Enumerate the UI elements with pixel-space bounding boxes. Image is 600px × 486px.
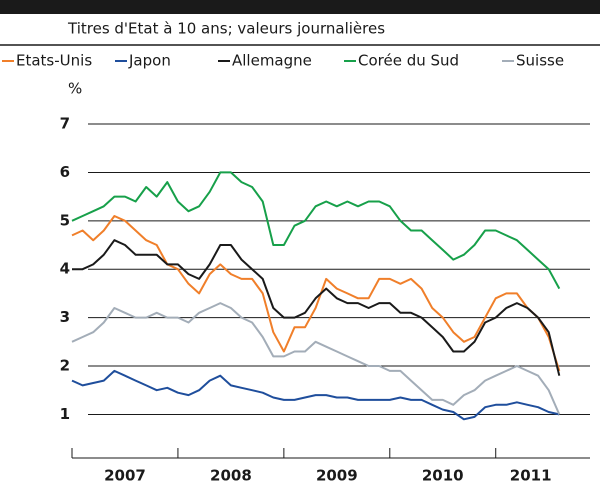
series-line (71, 302, 561, 415)
legend-label: Etats-Unis (16, 52, 92, 70)
header-bar (0, 0, 600, 14)
x-tick-label: 2007 (104, 467, 146, 485)
legend-label: Corée du Sud (358, 52, 459, 70)
x-tick-label: 2009 (316, 467, 358, 485)
y-tick-label: 3 (60, 308, 70, 326)
y-tick-label: 5 (60, 211, 70, 229)
x-tick-label: 2011 (510, 467, 552, 485)
legend-label: Japon (128, 52, 171, 70)
series-line (71, 171, 561, 290)
y-tick-label: 6 (60, 163, 70, 181)
series-line (71, 369, 560, 421)
series-line (72, 239, 561, 376)
x-tick-label: 2010 (422, 467, 464, 485)
x-tick-label: 2008 (210, 467, 252, 485)
legend-label: Suisse (516, 52, 564, 70)
chart-subtitle: Titres d'Etat à 10 ans; valeurs journali… (67, 20, 385, 38)
legend-label: Allemagne (232, 52, 312, 70)
y-tick-label: 1 (60, 405, 70, 423)
y-axis-label: % (68, 80, 82, 98)
series-line (71, 215, 561, 372)
y-tick-label: 7 (60, 115, 70, 133)
y-tick-label: 4 (60, 260, 70, 278)
y-tick-label: 2 (60, 357, 70, 375)
